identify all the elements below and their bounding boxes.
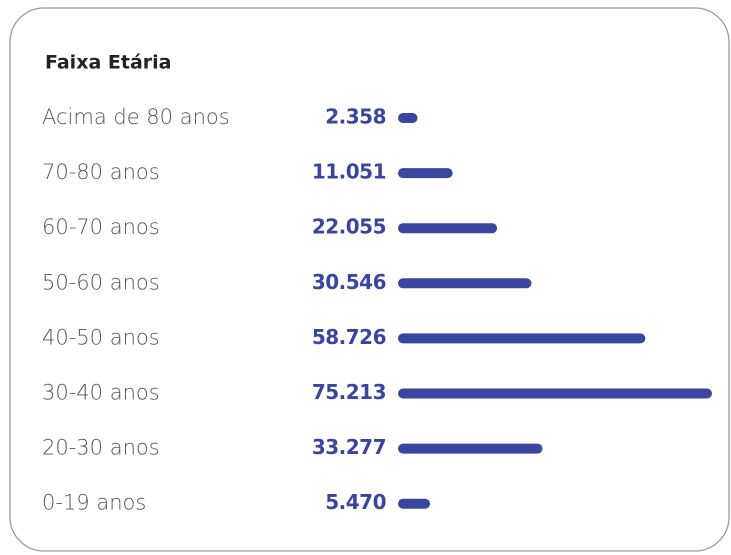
- bar: [398, 443, 543, 454]
- category-label: 70-80 anos: [42, 160, 160, 184]
- category-label: 60-70 anos: [42, 215, 160, 239]
- bar: [398, 168, 453, 179]
- value-label: 30.546: [312, 270, 386, 294]
- value-label: 75.213: [312, 380, 386, 404]
- bar: [398, 278, 532, 289]
- bar: [398, 223, 498, 234]
- value-label: 2.358: [325, 105, 386, 129]
- category-label: 30-40 anos: [42, 381, 160, 405]
- chart-title: Faixa Etária: [45, 52, 171, 74]
- bar: [398, 113, 418, 123]
- value-label: 11.051: [312, 160, 386, 184]
- category-label: 50-60 anos: [42, 270, 160, 294]
- value-label: 58.726: [312, 325, 386, 349]
- bar: [398, 498, 431, 509]
- value-label: 33.277: [312, 435, 386, 459]
- bar: [398, 388, 712, 399]
- category-label: Acima de 80 anos: [42, 105, 230, 129]
- category-label: 0-19 anos: [42, 491, 146, 515]
- category-label: 20-30 anos: [42, 436, 160, 460]
- value-label: 22.055: [312, 215, 386, 239]
- card: [9, 7, 730, 552]
- bar: [398, 333, 646, 344]
- category-label: 40-50 anos: [42, 325, 160, 349]
- value-label: 5.470: [325, 490, 386, 514]
